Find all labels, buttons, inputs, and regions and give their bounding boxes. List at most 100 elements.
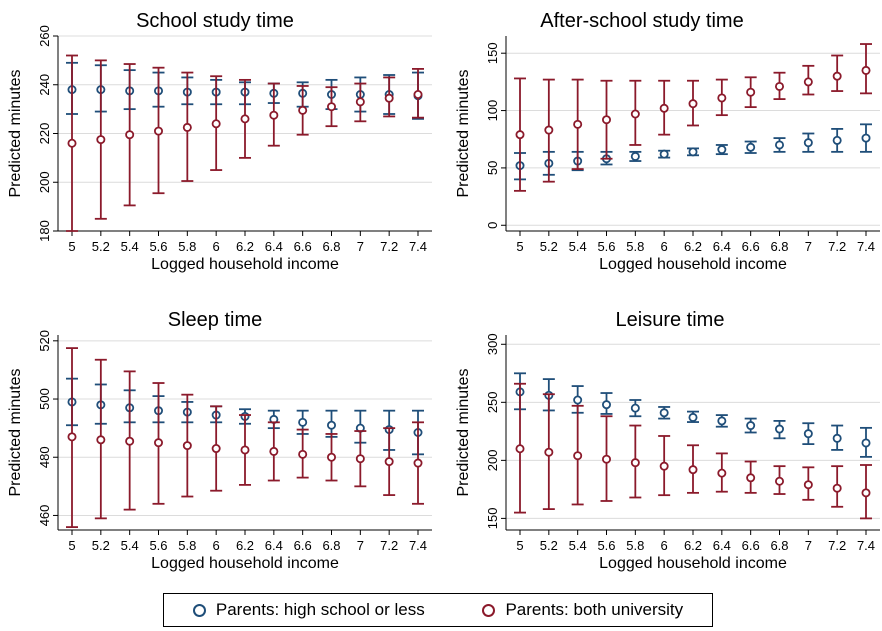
data-point <box>717 93 727 103</box>
x-tick-label: 5 <box>68 538 75 553</box>
chart-canvas: 180 200 220 240 260 5 5.2 5.4 5.6 5.8 6 6.2 6.4 6.6 6.… <box>7 10 880 572</box>
data-point <box>298 417 308 427</box>
x-tick-label: 6.4 <box>265 538 283 553</box>
x-tick-label: 7.2 <box>828 239 846 254</box>
chart-title: After-school study time <box>540 10 743 32</box>
data-point <box>861 438 871 448</box>
chart-title: Leisure time <box>616 309 725 331</box>
data-point <box>602 400 612 410</box>
y-tick-label: 150 <box>485 42 500 64</box>
x-tick-label: 6.4 <box>713 538 731 553</box>
y-axis-label: Predicted minutes <box>7 368 24 496</box>
x-tick-label: 7.4 <box>409 239 427 254</box>
data-point <box>832 135 842 145</box>
x-tick-label: 5 <box>516 538 523 553</box>
legend-marker-series-2 <box>482 603 496 617</box>
y-tick-label: 260 <box>37 25 52 47</box>
x-tick-label: 6.2 <box>684 239 702 254</box>
data-point <box>544 447 554 457</box>
data-point <box>803 480 813 490</box>
x-tick-label: 6 <box>661 239 668 254</box>
x-tick-label: 5.8 <box>626 538 644 553</box>
x-tick-label: 5.8 <box>178 239 196 254</box>
data-point <box>96 435 106 445</box>
x-tick-label: 6 <box>213 538 220 553</box>
x-tick-label: 5.2 <box>92 538 110 553</box>
x-tick-label: 6.8 <box>770 538 788 553</box>
legend-label-series-2: Parents: both university <box>505 600 684 619</box>
x-tick-label: 7.2 <box>828 538 846 553</box>
data-point <box>659 103 669 113</box>
y-tick-label: 480 <box>37 446 52 468</box>
data-point <box>803 138 813 148</box>
x-tick-label: 5.6 <box>149 538 167 553</box>
y-tick-label: 460 <box>37 505 52 527</box>
x-tick-label: 6 <box>661 538 668 553</box>
x-tick-label: 6.8 <box>770 239 788 254</box>
data-point <box>630 403 640 413</box>
data-point <box>67 432 77 442</box>
y-axis-label: Predicted minutes <box>455 69 472 197</box>
x-tick-label: 7 <box>805 239 812 254</box>
data-point <box>384 93 394 103</box>
legend-label-series-1: Parents: high school or less <box>215 600 425 619</box>
data-point <box>326 420 336 430</box>
x-tick-label: 5 <box>516 239 523 254</box>
legend-item-series-1: Parents: high school or less <box>192 600 425 620</box>
x-tick-label: 7 <box>357 538 364 553</box>
x-tick-label: 5.6 <box>597 538 615 553</box>
data-point <box>298 449 308 459</box>
y-tick-label: 500 <box>37 388 52 410</box>
data-point <box>384 457 394 467</box>
y-tick-label: 200 <box>37 171 52 193</box>
data-point <box>803 77 813 87</box>
data-point <box>659 149 669 159</box>
x-tick-label: 6.8 <box>322 538 340 553</box>
data-point <box>630 109 640 119</box>
panel-2: 0 50 100 150 5 5.2 5.4 5.6 5.8 6 6.2 6.4 6.6 6.8 7 7.2 7… <box>455 10 880 273</box>
data-point <box>67 138 77 148</box>
x-tick-label: 5.2 <box>540 538 558 553</box>
data-point <box>544 125 554 135</box>
data-point <box>573 395 583 405</box>
panel-3: 460 480 500 520 5 5.2 5.4 5.6 5.8 6 6.2 6.4 6.6 6.8 7 7… <box>7 309 432 572</box>
data-point <box>602 115 612 125</box>
data-point <box>717 145 727 155</box>
data-point <box>211 119 221 129</box>
x-tick-label: 5.4 <box>569 538 587 553</box>
data-point <box>746 473 756 483</box>
y-tick-label: 150 <box>485 508 500 530</box>
y-tick-label: 50 <box>485 161 500 175</box>
data-point <box>413 90 423 100</box>
x-tick-label: 6.6 <box>294 538 312 553</box>
x-tick-label: 6.6 <box>294 239 312 254</box>
chart-title: School study time <box>136 10 294 32</box>
data-point <box>832 71 842 81</box>
x-tick-label: 6.4 <box>265 239 283 254</box>
data-point <box>355 454 365 464</box>
data-point <box>326 102 336 112</box>
y-tick-label: 240 <box>37 74 52 96</box>
data-point <box>746 142 756 152</box>
x-axis-label: Logged household income <box>151 555 339 572</box>
y-tick-label: 250 <box>485 391 500 413</box>
data-point <box>630 151 640 161</box>
x-tick-label: 5.8 <box>178 538 196 553</box>
data-point <box>573 119 583 129</box>
y-tick-label: 300 <box>485 333 500 355</box>
x-tick-label: 5.4 <box>569 239 587 254</box>
x-tick-label: 7 <box>805 538 812 553</box>
data-point <box>269 446 279 456</box>
x-tick-label: 5.6 <box>149 239 167 254</box>
x-tick-label: 5 <box>68 239 75 254</box>
y-tick-label: 0 <box>485 222 500 229</box>
y-tick-label: 200 <box>485 450 500 472</box>
data-point <box>717 416 727 426</box>
x-axis-label: Logged household income <box>599 256 787 273</box>
data-point <box>659 461 669 471</box>
x-tick-label: 6 <box>213 239 220 254</box>
panel-4: 150 200 250 300 5 5.2 5.4 5.6 5.8 6 6.2 6.4 6.6 6.8 7 7… <box>455 309 880 572</box>
data-point <box>659 408 669 418</box>
data-point <box>515 444 525 454</box>
data-point <box>688 99 698 109</box>
